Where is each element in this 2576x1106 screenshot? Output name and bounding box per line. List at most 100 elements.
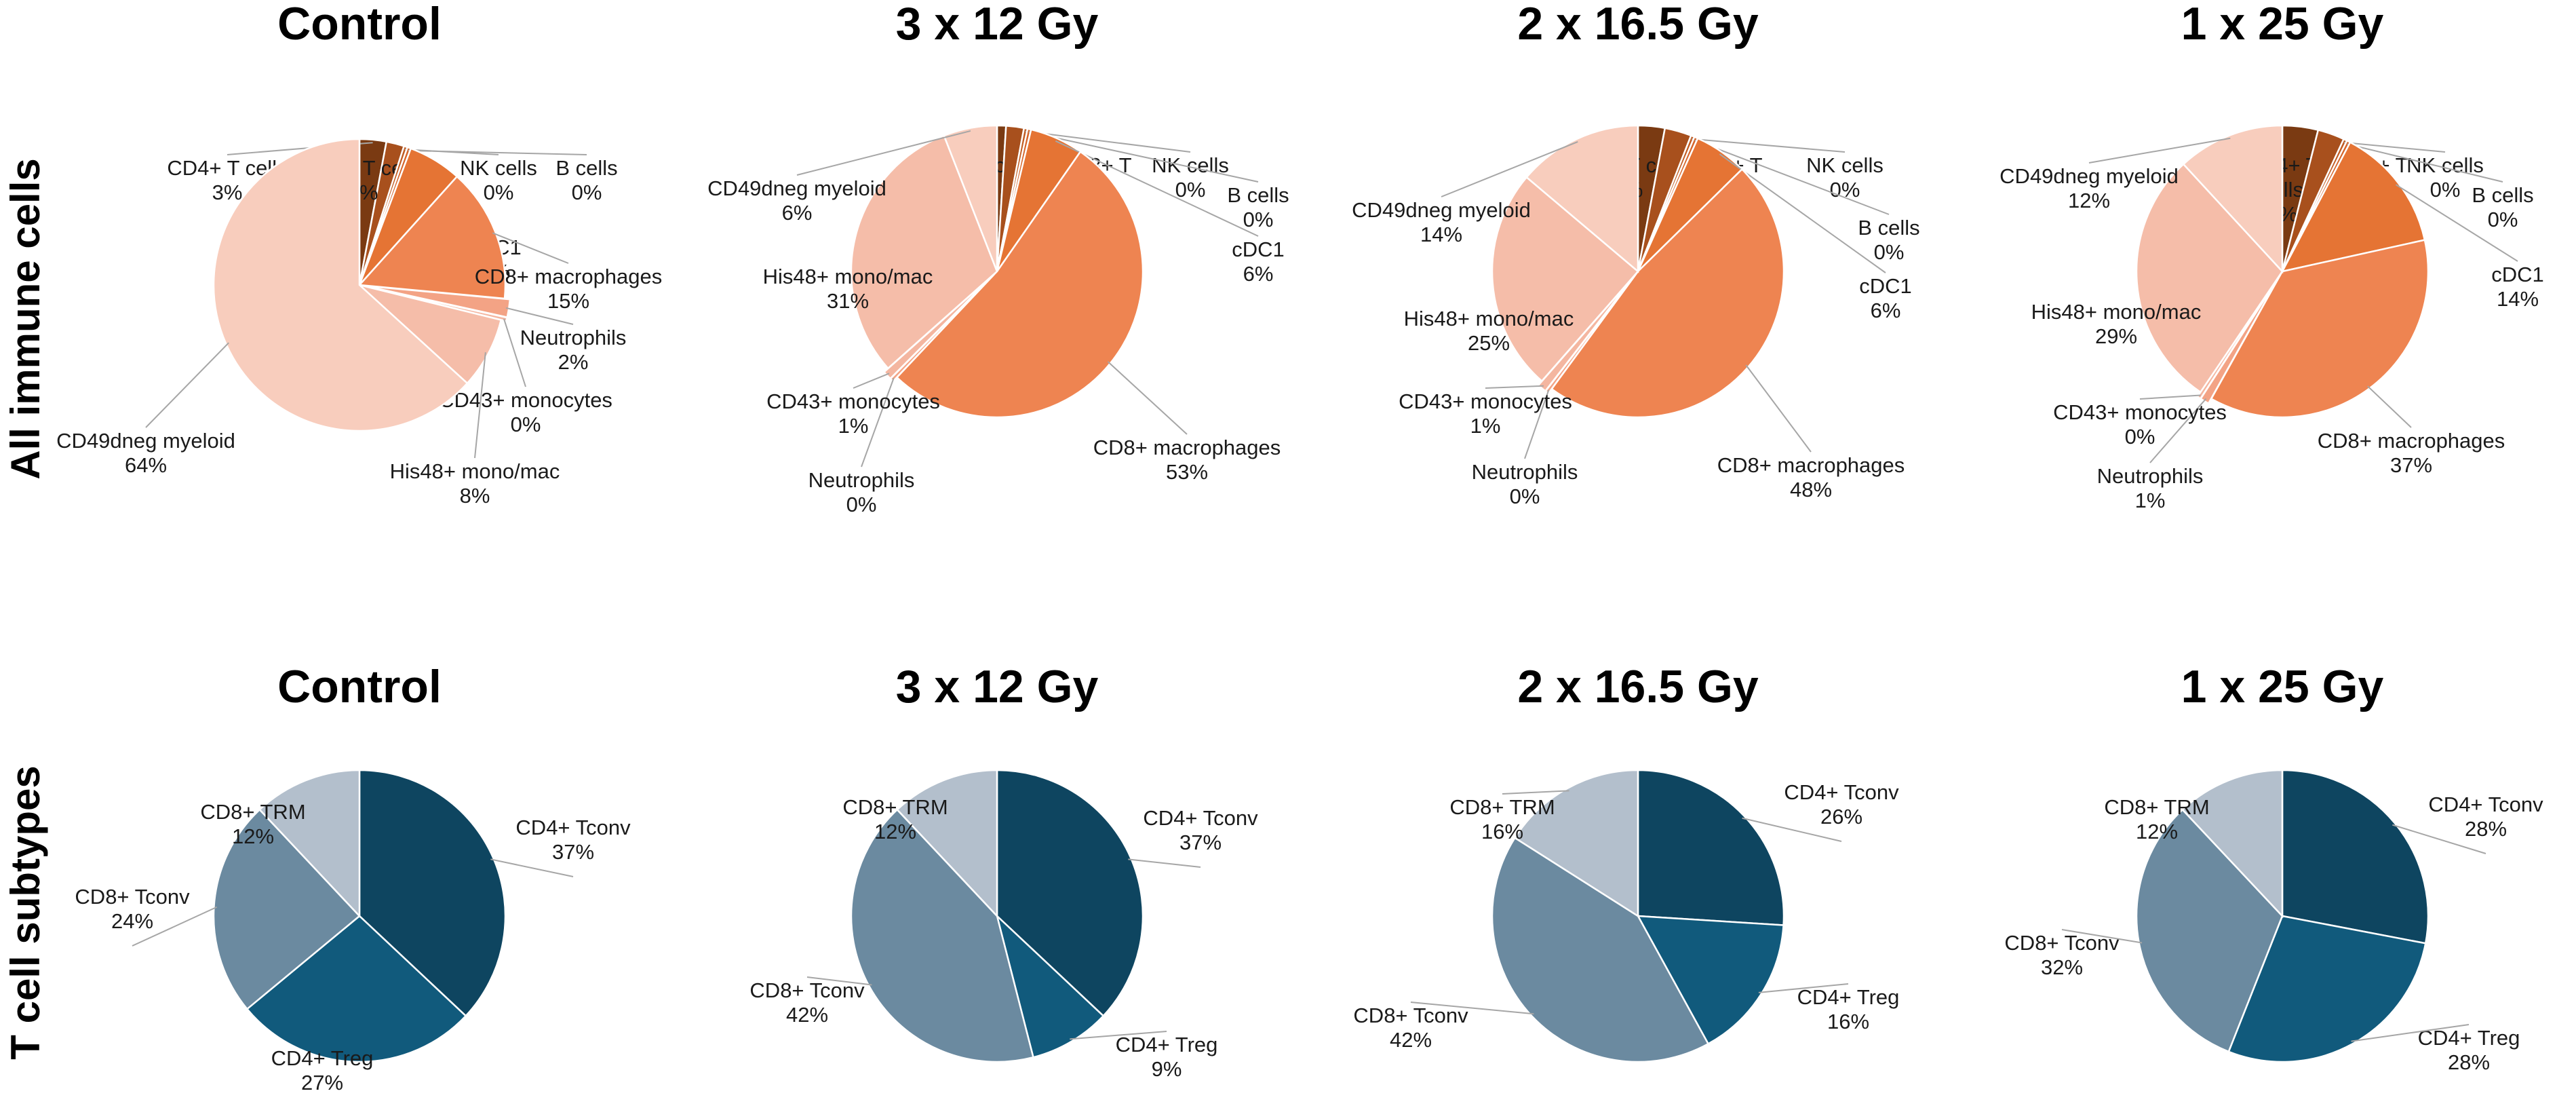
slice-label: NK cells 0% [2406,153,2484,202]
row-label-tcell: T cell subtypes [3,765,48,1059]
leader-line [2367,385,2412,428]
leader-line [505,307,574,325]
slice-label: CD4+ Treg 16% [1797,985,1900,1033]
leader-line [490,858,574,877]
pie-slice-cd4-tconv [2281,769,2429,945]
slice-label: CD49dneg myeloid 14% [1352,198,1531,246]
pie-chart-tcell-3: 2 x 16.5 Gy CD4+ Tconv 26% CD4+ Treg 16% CD8+… [1353,661,1900,1063]
leader-line [1742,817,1842,842]
slice-label: CD4+ Treg 9% [1116,1033,1218,1081]
leader-line [2347,143,2503,183]
slice-label: B cells 0% [1858,216,1919,264]
slice-label: CD49dneg myeloid 6% [707,176,886,225]
pie-slice-cd8-tconv [850,808,1034,1063]
pie-slice-cd49dneg-myeloid [943,124,998,272]
slice-label: His48+ mono/mac 29% [2031,300,2202,348]
slice-label: CD8+ Tconv 42% [1353,1004,1468,1052]
pie-slice-cd49dneg-myeloid [2182,124,2284,274]
slice-label: CD4+ Treg 27% [271,1046,374,1094]
leader-line [1441,140,1578,197]
pie-chart-tcell-2: 3 x 12 Gy CD4+ Tconv 37% CD4+ Treg 9% CD8+ Tc… [749,661,1258,1081]
slice-label: CD8+ macrophages 37% [2318,429,2505,477]
leader-line [1070,1031,1167,1040]
leader-line [806,976,872,986]
leader-line [474,352,486,459]
pie-slice-his48-mono-mac [1491,176,1639,383]
slice-label: CD8+ TRM 12% [2104,795,2209,843]
leader-line [1025,130,1191,153]
leader-line [861,377,895,468]
leader-line [796,130,971,176]
slice-label: CD8+ TRM 12% [842,795,948,843]
pie-slice-cd49dneg-myeloid [1525,124,1639,273]
slice-label: CD43+ monocytes 1% [1399,389,1572,438]
pie-slice-cd8-trm [2181,769,2284,919]
slice-label: CD8+ macrophages 15% [475,265,663,313]
pie-chart-tcell-4: 1 x 25 Gy CD4+ Tconv 28% CD4+ Treg 28% CD8+ T… [2004,661,2543,1074]
chart-title: 2 x 16.5 Gy [1517,661,1759,712]
leader-line [2061,929,2143,944]
leader-line [492,232,569,264]
leader-line [503,318,526,387]
pie-slice-cd43-monocytes [882,274,994,380]
slice-label: CD8+ macrophages 53% [1093,436,1281,484]
pie-slice-cd8-macrophages [357,175,507,300]
pie-slice-his48-mono-mac [2135,163,2284,394]
leader-line [1055,140,1259,237]
leader-line [2395,184,2518,262]
leader-line [1502,790,1569,795]
pie-slice-cd4-tconv [358,769,507,1017]
chart-title: 3 x 12 Gy [896,661,1099,712]
leader-line [2149,398,2207,463]
slice-label: NK cells 0% [460,156,537,204]
slice-label: His48+ mono/mac 25% [1404,307,1574,355]
pie-slice-cd8-tconv [2135,808,2284,1053]
pie-slice-cd8-tconv [1491,837,1710,1063]
slice-label: cDC1 14% [2491,263,2544,311]
slice-label: CD8+ Tconv 42% [749,978,865,1027]
pie-slice-cd4-treg [1636,915,1784,1046]
slice-label: CD43+ monocytes 0% [439,388,612,436]
leader-line [408,149,587,155]
leader-line [1694,139,1890,215]
leader-line [1107,361,1188,435]
slice-label: Neutrophils 1% [2097,464,2204,512]
slice-label: CD4+ Tconv 26% [1784,780,1899,828]
pie-slice-cd49dneg-myeloid [212,138,469,432]
leader-line [1128,858,1201,868]
leader-line [1524,389,1550,459]
pie-slice-cd43-monocytes [1537,275,1635,393]
slice-label: Neutrophils 0% [808,468,915,516]
row-label-immune: All immune cells [3,158,48,480]
leader-line [1028,131,1259,183]
pie-slice-cd8-trm [1513,769,1639,918]
slice-label: CD8+ TRM 12% [200,800,305,848]
slice-label: NK cells 0% [1806,153,1884,202]
slice-label: CD4+ Treg 28% [2418,1026,2520,1074]
slice-label: CD4+ Tconv 28% [2428,793,2543,841]
pie-chart-tcell-1: Control CD4+ Tconv 37% CD4+ Treg 27% CD8+ Tco… [75,661,631,1094]
pie-slice-cd8-trm [258,769,361,919]
pie-slice-cd4-treg [246,915,467,1063]
slice-label: B cells 0% [2472,183,2533,231]
leader-line [1485,385,1544,389]
chart-title: Control [277,661,442,712]
leader-line [2343,142,2446,153]
slice-label: CD8+ Tconv 24% [75,885,190,933]
leader-line [2392,824,2486,854]
chart-title: 2 x 16.5 Gy [1517,0,1759,50]
slice-label: CD4+ Tconv 37% [1143,806,1258,854]
leader-line [1692,138,1846,153]
slice-label: CD8+ TRM 16% [1449,795,1555,843]
pie-slice-cd4-treg [995,913,1105,1059]
slice-label: Neutrophils 0% [1472,460,1578,508]
slice-label: CD43+ monocytes 0% [2053,400,2227,449]
slice-label: CD8+ Tconv 32% [2004,931,2120,979]
leader-line [145,342,229,428]
leader-line [1758,983,1849,993]
